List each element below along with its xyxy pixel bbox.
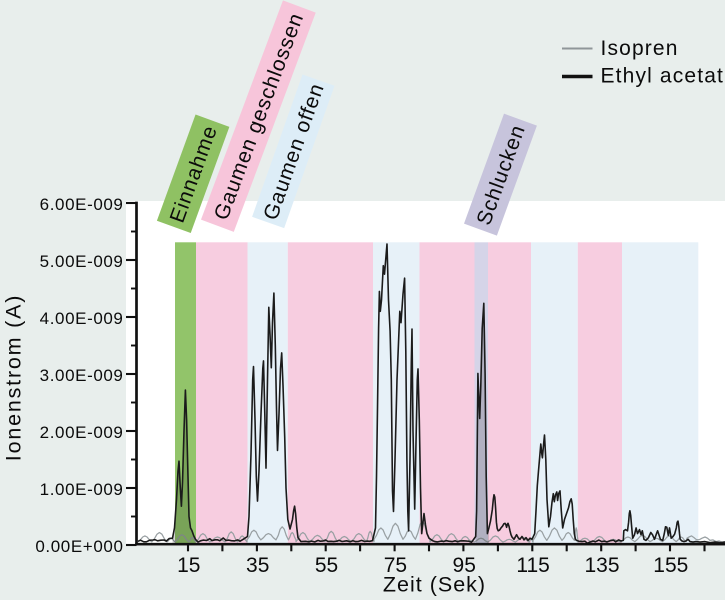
svg-text:135: 135 — [584, 554, 619, 577]
svg-text:35: 35 — [246, 554, 269, 577]
svg-text:6.00E-009: 6.00E-009 — [40, 195, 124, 214]
svg-text:Zeit (Sek): Zeit (Sek) — [383, 573, 486, 597]
svg-text:4.00E-009: 4.00E-009 — [40, 309, 124, 328]
svg-text:Isopren: Isopren — [601, 37, 679, 60]
svg-text:15: 15 — [177, 554, 200, 577]
svg-text:1.00E-009: 1.00E-009 — [40, 480, 124, 499]
svg-text:115: 115 — [516, 554, 549, 577]
svg-text:0.00E+000: 0.00E+000 — [35, 537, 123, 556]
svg-text:3.00E-009: 3.00E-009 — [40, 366, 124, 385]
svg-text:2.00E-009: 2.00E-009 — [40, 423, 124, 442]
svg-text:5.00E-009: 5.00E-009 — [40, 252, 124, 271]
svg-text:155: 155 — [653, 554, 688, 577]
svg-text:75: 75 — [384, 554, 407, 577]
svg-text:95: 95 — [453, 554, 476, 577]
svg-text:Ethyl acetat: Ethyl acetat — [601, 64, 725, 87]
svg-text:55: 55 — [315, 554, 338, 577]
svg-text:Ionenstrom (A): Ionenstrom (A) — [2, 294, 26, 461]
